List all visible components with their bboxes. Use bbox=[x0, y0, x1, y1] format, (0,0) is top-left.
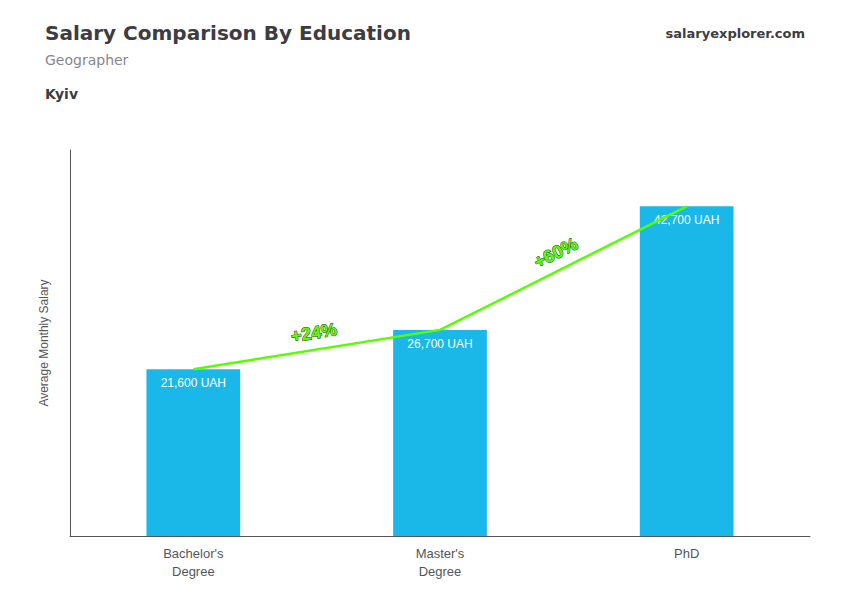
svg-text:Bachelor's: Bachelor's bbox=[163, 546, 224, 561]
svg-text:Degree: Degree bbox=[172, 564, 215, 579]
svg-text:Salary Comparison By Education: Salary Comparison By Education bbox=[45, 21, 411, 45]
svg-text:Master's: Master's bbox=[416, 546, 465, 561]
svg-text:26,700 UAH: 26,700 UAH bbox=[407, 337, 472, 351]
svg-text:Average Monthly Salary: Average Monthly Salary bbox=[37, 279, 51, 406]
svg-text:Kyiv: Kyiv bbox=[45, 86, 78, 102]
svg-text:Degree: Degree bbox=[419, 564, 462, 579]
svg-text:42,700 UAH: 42,700 UAH bbox=[654, 213, 719, 227]
svg-text:+60%: +60% bbox=[530, 234, 581, 273]
svg-text:21,600 UAH: 21,600 UAH bbox=[161, 376, 226, 390]
svg-text:+24%: +24% bbox=[289, 319, 338, 346]
svg-text:salaryexplorer.com: salaryexplorer.com bbox=[666, 26, 805, 41]
svg-text:Geographer: Geographer bbox=[45, 52, 129, 68]
svg-text:PhD: PhD bbox=[674, 546, 699, 561]
